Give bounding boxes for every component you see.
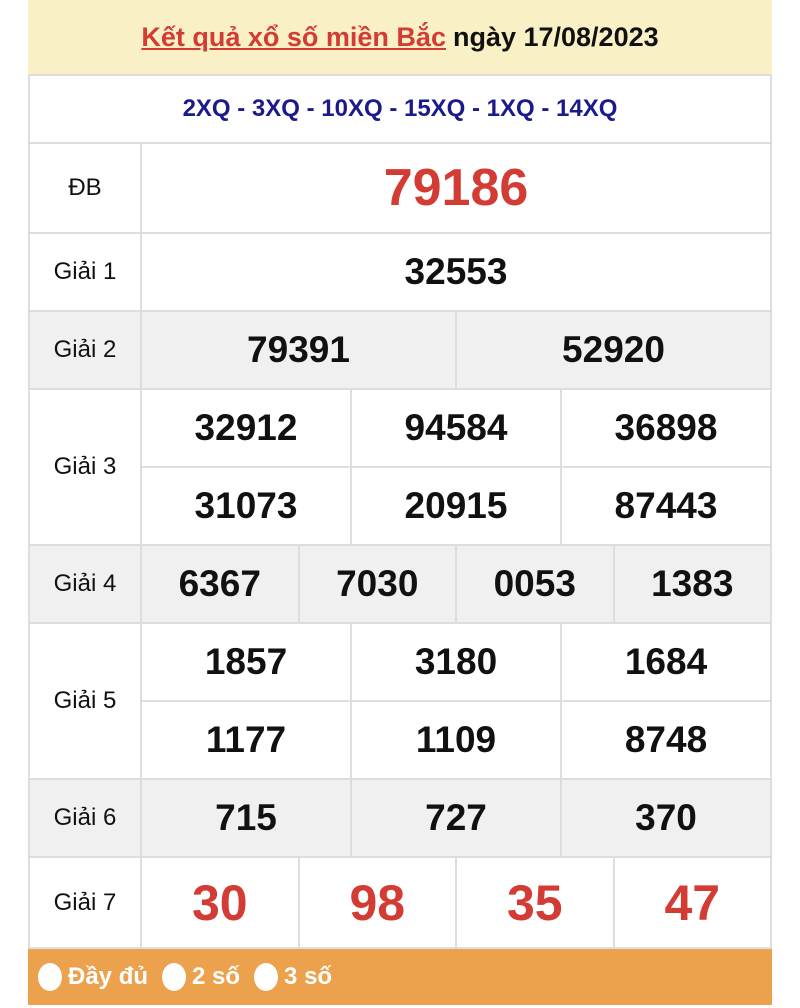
prize-number: 30 [191,874,248,931]
prize-row: Giải 2 79391 52920 [28,312,772,390]
prize-number: 32553 [404,251,508,292]
prize-number: 1684 [560,624,770,700]
prize-row: Giải 4 6367 7030 0053 1383 [28,546,772,624]
prize-number: 47 [612,858,771,947]
radio-icon[interactable] [162,963,187,991]
prize-number: 727 [350,780,560,856]
prize-number: 79186 [383,159,529,217]
prize-number: 1177 [205,719,287,760]
prize-number: 32912 [194,407,298,448]
prize-number: 1383 [612,546,771,622]
prize-number: 98 [297,858,456,947]
prize-number: 0053 [455,546,613,622]
option-2-digits[interactable]: 2 số [162,963,240,991]
prize-label: Giải 2 [30,312,142,388]
option-label: 2 số [192,963,241,990]
prize-label: Giải 3 [30,390,142,544]
option-full[interactable]: Đầy đủ [38,963,148,991]
prize-number: 370 [560,780,770,856]
prize-row: Giải 5 1857 3180 1684 1177 1109 8748 [28,624,772,780]
prize-number: 20915 [350,468,560,544]
prize-row: ĐB 79186 [28,144,772,234]
radio-icon[interactable] [254,963,279,991]
prize-number: 31073 [194,485,298,526]
prize-row: Giải 6 715 727 370 [28,780,772,858]
prize-number: 1857 [204,641,288,682]
results-header: Kết quả xổ số miền Bắc ngày 17/08/2023 [28,0,772,76]
radio-icon[interactable] [38,963,62,991]
prize-number: 79391 [247,329,350,370]
draw-codes: 2XQ - 3XQ - 10XQ - 15XQ - 1XQ - 14XQ [28,76,772,144]
prize-number: 1109 [350,702,560,778]
option-label: 3 số [284,963,333,990]
prize-number: 8748 [560,702,770,778]
prize-label: Giải 7 [30,858,142,947]
prize-label: Giải 6 [30,780,142,856]
results-date: ngày 17/08/2023 [452,21,659,52]
digit-mode-options: Đầy đủ 2 số 3 số [28,949,772,1005]
option-3-digits[interactable]: 3 số [254,963,332,991]
prize-number: 35 [455,858,613,947]
prize-number: 36898 [560,390,770,466]
option-label: Đầy đủ [68,963,149,990]
prize-row: Giải 3 32912 94584 36898 31073 20915 87443 [28,390,772,546]
prize-row: Giải 1 32553 [28,234,772,312]
results-title-link[interactable]: Kết quả xổ số miền Bắc [141,21,446,52]
prize-number: 3180 [350,624,560,700]
prize-label: Giải 5 [30,624,142,778]
prize-number: 52920 [455,312,770,388]
prize-number: 7030 [297,546,456,622]
prize-label: ĐB [30,144,142,232]
prize-number: 94584 [350,390,560,466]
prize-row: Giải 7 30 98 35 47 [28,858,772,949]
prize-label: Giải 1 [30,234,142,310]
prize-label: Giải 4 [30,546,142,622]
prize-number: 87443 [560,468,770,544]
prize-number: 715 [215,797,277,838]
prize-number: 6367 [178,563,261,604]
lottery-results: Kết quả xổ số miền Bắc ngày 17/08/2023 2… [28,0,772,1005]
